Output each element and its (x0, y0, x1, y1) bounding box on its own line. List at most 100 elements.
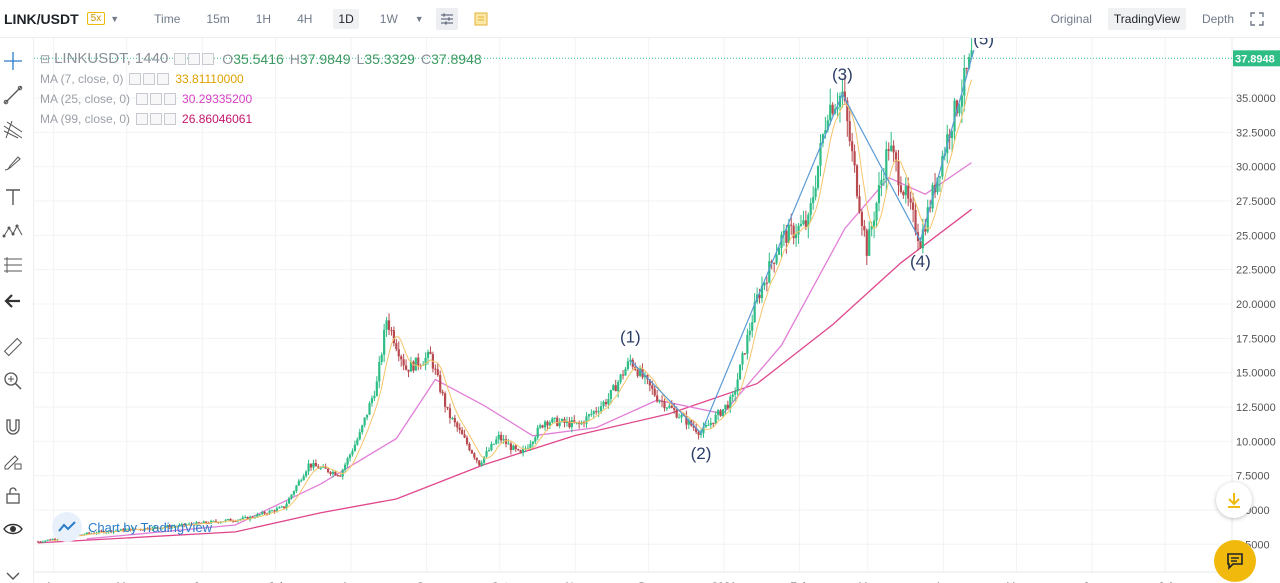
candle-down (790, 224, 793, 226)
fib-tool[interactable] (0, 252, 26, 278)
collapse-toolbar[interactable] (0, 562, 26, 583)
x-tick-label: Jul (268, 581, 282, 583)
candle-down (773, 262, 776, 264)
chart-canvas[interactable]: 35.0000 32.5000 30.0000 27.5000 25.0000 22.50… (34, 38, 1280, 583)
fullscreen-button[interactable] (1250, 12, 1264, 26)
candle-down (843, 91, 846, 101)
ma7-controls[interactable] (129, 73, 171, 85)
symbol-title[interactable]: LINK/USDT (4, 10, 79, 27)
text-tool[interactable] (0, 184, 26, 210)
stay-drawing-tool[interactable] (0, 448, 26, 474)
candle-down (88, 532, 91, 534)
candle-down (263, 512, 266, 514)
candle-up (551, 418, 554, 423)
candle-down (412, 361, 415, 371)
tradingview-watermark[interactable]: Chart by TradingView (52, 512, 212, 542)
candle-up (202, 521, 205, 524)
candle-down (53, 539, 57, 541)
ruler-tool[interactable] (0, 334, 26, 360)
candle-up (617, 381, 620, 392)
candle-up (356, 439, 359, 445)
ma99-label: MA (99, close, 0) (40, 112, 131, 126)
pattern-tool[interactable] (0, 218, 26, 244)
candle-down (463, 434, 466, 438)
candle-down (504, 439, 508, 444)
candle-down (251, 516, 254, 518)
candle-down (407, 369, 410, 372)
timeframe-1d[interactable]: 1D (333, 8, 359, 29)
timeframe-time[interactable]: Time (154, 11, 181, 26)
candle-up (166, 525, 169, 528)
candle-up (799, 223, 803, 226)
timeframe-4h[interactable]: 4H (297, 11, 313, 26)
candle-up (668, 405, 671, 408)
scroll-to-latest-button[interactable] (1216, 482, 1252, 518)
hide-drawings-tool[interactable] (0, 516, 26, 542)
candle-up (97, 530, 101, 533)
candle-up (816, 165, 820, 188)
candle-up (346, 458, 349, 465)
ma99-controls[interactable] (136, 113, 178, 125)
candle-up (351, 451, 354, 455)
ruler-icon (3, 337, 23, 357)
trend-line-tool[interactable] (0, 82, 26, 108)
view-original[interactable]: Original (1050, 12, 1092, 26)
view-depth[interactable]: Depth (1201, 12, 1234, 26)
collapse-legend-icon[interactable]: ⊟ (40, 51, 51, 66)
candle-up (609, 390, 612, 400)
legend-close: 37.8948 (431, 50, 482, 67)
back-tool[interactable] (0, 288, 26, 314)
pitchfork-tool[interactable] (0, 116, 26, 142)
y-tick-label: 22.5000 (1236, 265, 1276, 277)
candle-up (748, 330, 751, 335)
candle-up (507, 443, 510, 445)
view-tradingview[interactable]: TradingView (1107, 8, 1186, 30)
chat-button[interactable] (1214, 540, 1256, 582)
lock-drawings-tool[interactable] (0, 482, 26, 508)
magnet-tool[interactable] (0, 414, 26, 440)
candle-up (385, 320, 388, 330)
ma25-controls[interactable] (136, 93, 178, 105)
candle-down (865, 230, 868, 256)
candle-down (673, 407, 676, 411)
brush-tool[interactable] (0, 150, 26, 176)
y-tick-label: 5.0000 (1236, 505, 1270, 517)
legend-symbol: LINKUSDT, 1440 (54, 50, 169, 67)
candle-down (441, 391, 444, 394)
candle-up (495, 439, 498, 444)
candle-down (156, 527, 159, 529)
timeframe-1h[interactable]: 1H (255, 11, 272, 26)
candle-up (353, 444, 356, 452)
price-chart[interactable]: 35.0000 32.5000 30.0000 27.5000 25.0000 22.50… (34, 38, 1280, 583)
candle-down (324, 466, 327, 469)
candle-up (585, 416, 588, 424)
candle-up (485, 451, 488, 457)
trend-line-icon (3, 85, 23, 105)
candle-up (836, 106, 839, 110)
candle-up (297, 480, 300, 486)
candle-down (848, 121, 851, 142)
candle-down (855, 165, 859, 197)
zoom-tool[interactable] (0, 368, 26, 394)
timeframe-15m[interactable]: 15m (206, 11, 230, 26)
chart-type-button[interactable] (470, 8, 492, 30)
more-timeframes-icon[interactable]: ▼ (414, 13, 424, 24)
candle-up (292, 491, 296, 495)
candle-up (607, 399, 610, 405)
candle-up (490, 443, 493, 451)
timeframe-1w[interactable]: 1W (379, 11, 398, 26)
legend-controls[interactable] (174, 52, 216, 65)
candle-down (894, 152, 898, 162)
pencil-lock-icon (4, 455, 22, 470)
candle-down (500, 434, 503, 441)
candle-up (188, 523, 191, 525)
candle-down (314, 462, 317, 467)
legend-ma7: MA (7, close, 0) 33.81110000 (40, 72, 244, 86)
symbol-dropdown-icon[interactable]: ▼ (110, 13, 120, 24)
y-tick-label: 20.0000 (1236, 299, 1276, 311)
candle-up (529, 444, 532, 448)
crosshair-tool[interactable] (0, 48, 26, 74)
indicator-settings-button[interactable] (435, 7, 458, 30)
candle-up (741, 353, 744, 365)
candle-up (602, 401, 605, 407)
